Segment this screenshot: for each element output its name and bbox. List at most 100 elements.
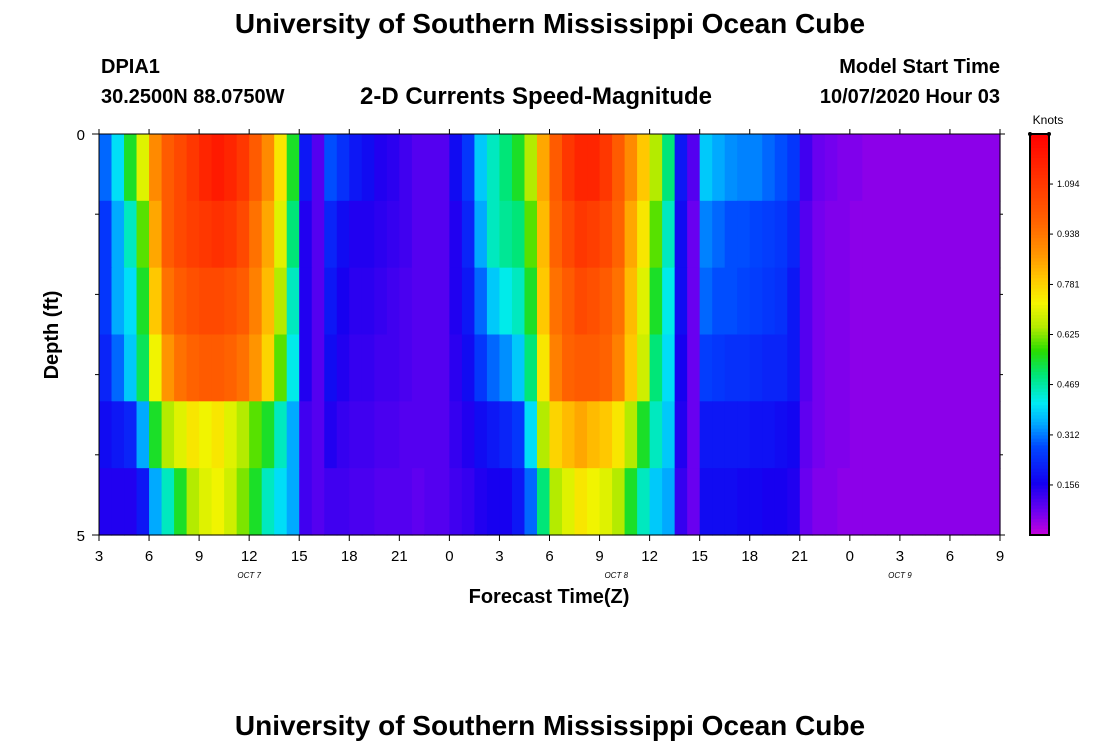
heatmap-cell: [424, 401, 438, 469]
heatmap-cell: [699, 200, 713, 269]
heatmap-cell: [562, 267, 576, 336]
heatmap-cell: [549, 200, 563, 269]
heatmap-cell: [386, 468, 400, 536]
colorbar-segment: [1030, 374, 1049, 379]
heatmap-cell: [774, 134, 788, 202]
heatmap-cell: [924, 267, 939, 336]
heatmap-cell: [774, 468, 788, 536]
heatmap-cell: [599, 401, 613, 469]
heatmap-cell: [124, 401, 138, 469]
heatmap-cell: [199, 134, 213, 202]
heatmap-cell: [136, 200, 150, 269]
colorbar-segment: [1030, 140, 1049, 145]
heatmap-cell: [949, 267, 964, 336]
heatmap-cell: [211, 334, 225, 402]
heatmap-cell: [837, 134, 851, 202]
heatmap-cell: [962, 468, 976, 536]
heatmap-cell: [949, 468, 964, 536]
heatmap-cell: [199, 468, 213, 536]
colorbar-segment: [1030, 521, 1049, 526]
heatmap-cell: [774, 200, 788, 269]
axes: 3 6 9 12 15 18 21 0 3 6 9 12 15 18 21 0 3 6 9 OCT 7 OCT 8 OCT…: [77, 127, 1005, 580]
heatmap-cell: [874, 200, 888, 269]
heatmap-cell: [436, 200, 450, 269]
heatmap-cell: [874, 468, 888, 536]
heatmap-cell: [674, 200, 688, 269]
colorbar-segment: [1030, 187, 1049, 192]
colorbar-segment: [1030, 524, 1049, 529]
colorbar-segment: [1030, 170, 1049, 175]
heatmap-cell: [737, 134, 751, 202]
heatmap-cell: [436, 401, 450, 469]
heatmap-cell: [612, 468, 626, 536]
heatmap-cell: [299, 134, 313, 202]
colorbar-segment: [1030, 508, 1049, 513]
colorbar-segment: [1030, 331, 1049, 336]
colorbar-segment: [1030, 334, 1049, 339]
heatmap-cell: [186, 334, 200, 402]
heatmap-cell: [299, 334, 313, 402]
heatmap-cell: [536, 401, 551, 469]
colorbar-segment: [1030, 154, 1049, 158]
colorbar-segment: [1030, 197, 1049, 202]
colorbar-segment: [1030, 167, 1049, 172]
colorbar-segment: [1030, 418, 1049, 422]
heatmap-cell: [799, 267, 813, 336]
heatmap-cell: [336, 200, 350, 269]
heatmap-cell: [411, 134, 425, 202]
heatmap-cell: [724, 200, 738, 269]
heatmap-cell: [662, 267, 676, 336]
heatmap-cell: [436, 267, 450, 336]
heatmap-cell: [186, 401, 200, 469]
heatmap-cell: [812, 200, 826, 269]
heatmap-cell: [962, 401, 976, 469]
heatmap-cell: [962, 334, 976, 402]
heatmap-cell: [299, 468, 313, 536]
heatmap-cell: [249, 401, 263, 469]
heatmap-cell: [799, 334, 813, 402]
heatmap-cell: [862, 200, 876, 269]
colorbar-segment: [1030, 531, 1049, 536]
colorbar-segment: [1030, 200, 1049, 205]
colorbar-segment: [1030, 287, 1049, 292]
heatmap-cell: [699, 334, 713, 402]
heatmap-cell: [174, 267, 188, 336]
heatmap-cell: [111, 200, 125, 269]
heatmap-cell: [286, 401, 300, 469]
heatmap-cell: [937, 134, 951, 202]
heatmap-cell: [99, 200, 113, 269]
heatmap-cell: [361, 200, 375, 269]
heatmap-cell: [436, 134, 450, 202]
station-coords: 30.2500N 88.0750W: [101, 86, 285, 108]
heatmap-cell: [349, 468, 363, 536]
heatmap-cell: [324, 401, 338, 469]
heatmap-cell: [386, 200, 400, 269]
colorbar-segment: [1030, 528, 1049, 533]
heatmap-cell: [336, 134, 350, 202]
heatmap-cell: [962, 267, 976, 336]
heatmap-cell: [787, 200, 801, 269]
heatmap-cell: [249, 200, 263, 269]
heatmap-cell: [899, 134, 913, 202]
heatmap-cell: [211, 267, 225, 336]
heatmap-cell: [361, 468, 375, 536]
heatmap-cell: [674, 401, 688, 469]
heatmap-cell: [837, 267, 851, 336]
colorbar-segment: [1030, 501, 1049, 506]
colorbar-segment: [1030, 244, 1049, 249]
heatmap-cell: [349, 200, 363, 269]
heatmap-cell: [149, 334, 163, 402]
heatmap-cell: [987, 468, 1001, 536]
heatmap-cell: [461, 334, 476, 402]
heatmap-cell: [449, 468, 463, 536]
heatmap-cell: [486, 267, 501, 336]
colorbar-segment: [1030, 384, 1049, 389]
heatmap-cell: [824, 134, 838, 202]
heatmap-cell: [174, 334, 188, 402]
colorbar-segment: [1030, 220, 1049, 225]
heatmap-cell: [499, 134, 513, 202]
heatmap-cell: [374, 200, 388, 269]
heatmap-cell: [737, 468, 751, 536]
colorbar-segment: [1030, 504, 1049, 509]
heatmap-cell: [474, 200, 488, 269]
